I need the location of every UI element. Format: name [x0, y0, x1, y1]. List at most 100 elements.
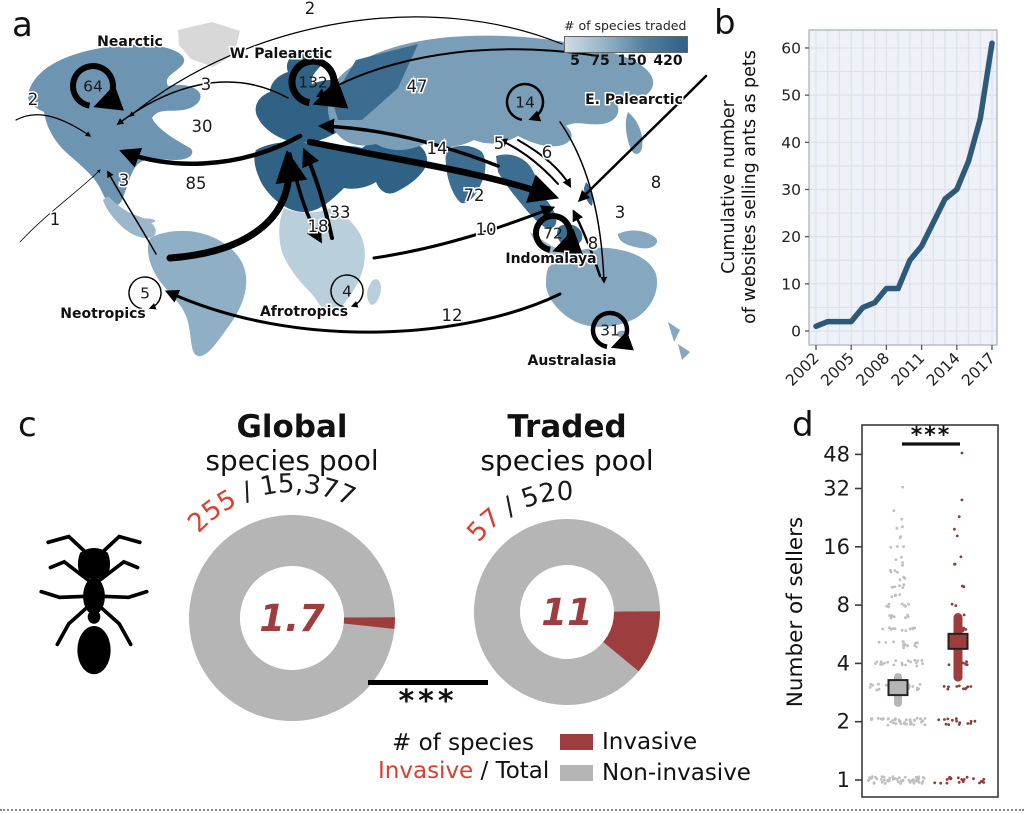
trade-flow-value: 3 [119, 171, 130, 190]
svg-text:Cumulative number: Cumulative number [719, 99, 739, 274]
y-tick-label: 1 [837, 768, 850, 792]
region-new-zealand [668, 322, 690, 360]
trade-flow-value: 3 [615, 203, 626, 222]
x-tick-label: 2005 [817, 349, 858, 390]
self-trade-value: 31 [600, 322, 620, 340]
global-donut-noninvasive-arc [188, 515, 395, 722]
global-pool-title-rest: species pool [205, 443, 379, 477]
region-madagascar [367, 279, 381, 305]
panel-c-donuts: c Global species pool Traded specie [0, 400, 780, 813]
region-e-palearctic [327, 35, 654, 151]
x-tick-label: 2014 [923, 349, 964, 390]
y-tick-label: 32 [823, 477, 850, 501]
trade-flow-value: 6 [542, 143, 553, 162]
y-tick-label: 40 [781, 134, 801, 152]
traded-donut-noninvasive-arc [474, 519, 660, 705]
region-label-neotropics: Neotropics [60, 306, 146, 322]
y-tick-label: 0 [791, 323, 801, 341]
noninvasive-swatch [560, 765, 593, 781]
trade-flow-value: 8 [651, 173, 662, 192]
svg-text:Number of sellers: Number of sellers [783, 517, 808, 707]
panel-d-beeswarm: d 1 2 4 8 16 32 48 Number of sellers *** [780, 400, 1024, 813]
non-invasive-points [866, 485, 927, 785]
y-axis-label: Cumulative number of websites selling ant… [719, 50, 760, 324]
invasive-label: Invasive [602, 729, 698, 755]
self-trade-value: 4 [342, 283, 352, 301]
invasive-swatch [560, 734, 593, 750]
trade-flow-value: 18 [308, 217, 329, 236]
traded-pool-title-bold: Traded [507, 409, 627, 445]
svg-text:of websites selling ants as pe: of websites selling ants as pets [740, 50, 760, 324]
panel-a-map: a [0, 0, 710, 400]
trade-flow-arrow-aus_neo12 [164, 289, 562, 334]
global-donut-invasive-slice [343, 617, 395, 629]
self-trade-loop-afrotropics [330, 274, 364, 308]
trade-flow-value: 3 [201, 75, 212, 94]
traded-donut-invasive-slice [603, 611, 660, 672]
caption-invasive-total: Invasive / Total [378, 758, 549, 784]
traded-donut-center-value: 11 [541, 591, 593, 634]
y-tick-label: 16 [823, 535, 850, 559]
traded-pool-title-rest: species pool [480, 443, 654, 477]
panel-a-letter: a [12, 5, 33, 45]
x-tick-label: 2008 [853, 349, 894, 390]
y-tick-label: 30 [781, 181, 801, 199]
region-label-australasia: Australasia [527, 353, 616, 369]
self-trade-loop-nearctic [70, 63, 125, 111]
plot-box [861, 424, 999, 798]
map-legend-title: # of species traded [564, 18, 687, 33]
region-neotropics [147, 230, 247, 357]
trade-flow-value: 85 [186, 174, 207, 193]
trade-flow-arrow-aus_indo8 [572, 209, 602, 278]
global-pool-title: Global species pool [162, 410, 422, 476]
trade-flow-value: 47 [407, 77, 428, 96]
caption-total-word: / Total [473, 758, 550, 784]
region-greenland [178, 22, 240, 67]
caption-invasive-word: Invasive [378, 758, 474, 784]
self-trade-value: 132 [298, 74, 328, 92]
trade-flow-arrow-neo_wp85 [166, 150, 308, 262]
traded-pool-title: Traded species pool [437, 410, 697, 476]
trade-flow-arrow-left1 [19, 169, 101, 243]
trade-flow-value: 5 [494, 134, 505, 153]
trade-flow-arrow-wp_afr18 [288, 152, 323, 244]
caption-species: # of species [392, 730, 534, 756]
trade-flow-arrow-wp_na3 [116, 81, 289, 126]
region-central-america [103, 196, 156, 239]
plot-background [809, 30, 997, 345]
trade-flow-value: 2 [28, 90, 39, 109]
legend-tick: 5 [570, 53, 580, 69]
trade-flow-value: 14 [427, 139, 448, 158]
region-afrotropics [279, 208, 365, 318]
y-tick-label: 8 [837, 593, 850, 617]
panel-d-letter: d [792, 405, 814, 445]
legend-row-noninvasive: Non-invasive [560, 760, 751, 786]
noninvasive-label: Non-invasive [602, 760, 751, 786]
legend-tick: 75 [590, 53, 610, 69]
map-legend: # of species traded 5 75 150 420 [556, 18, 706, 69]
self-trade-loop-indomalaya [533, 213, 584, 255]
trade-flow-arrow-ep_aus3 [559, 121, 608, 284]
self-trade-loop-australasia [590, 310, 634, 351]
legend-row-invasive: Invasive [560, 729, 751, 755]
global-pool-title-bold: Global [236, 409, 348, 445]
region-nearctic [28, 44, 201, 206]
trade-flow-arrow-ep_wp14 [317, 118, 500, 168]
self-trade-value: 72 [543, 225, 563, 243]
panel-b-letter: b [714, 3, 736, 43]
non-invasive-mean-marker [887, 679, 909, 697]
panel-c-letter: c [18, 405, 37, 445]
map-legend-ticks: 5 75 150 420 [556, 53, 696, 69]
global-donut-center-value: 1.7 [259, 597, 325, 640]
region-label-w_palearctic: W. Palearctic [230, 46, 333, 62]
trade-flow-arrow-afr_indo10 [372, 205, 556, 260]
trade-flow-value: 12 [442, 306, 463, 325]
self-trade-value: 5 [140, 285, 150, 303]
